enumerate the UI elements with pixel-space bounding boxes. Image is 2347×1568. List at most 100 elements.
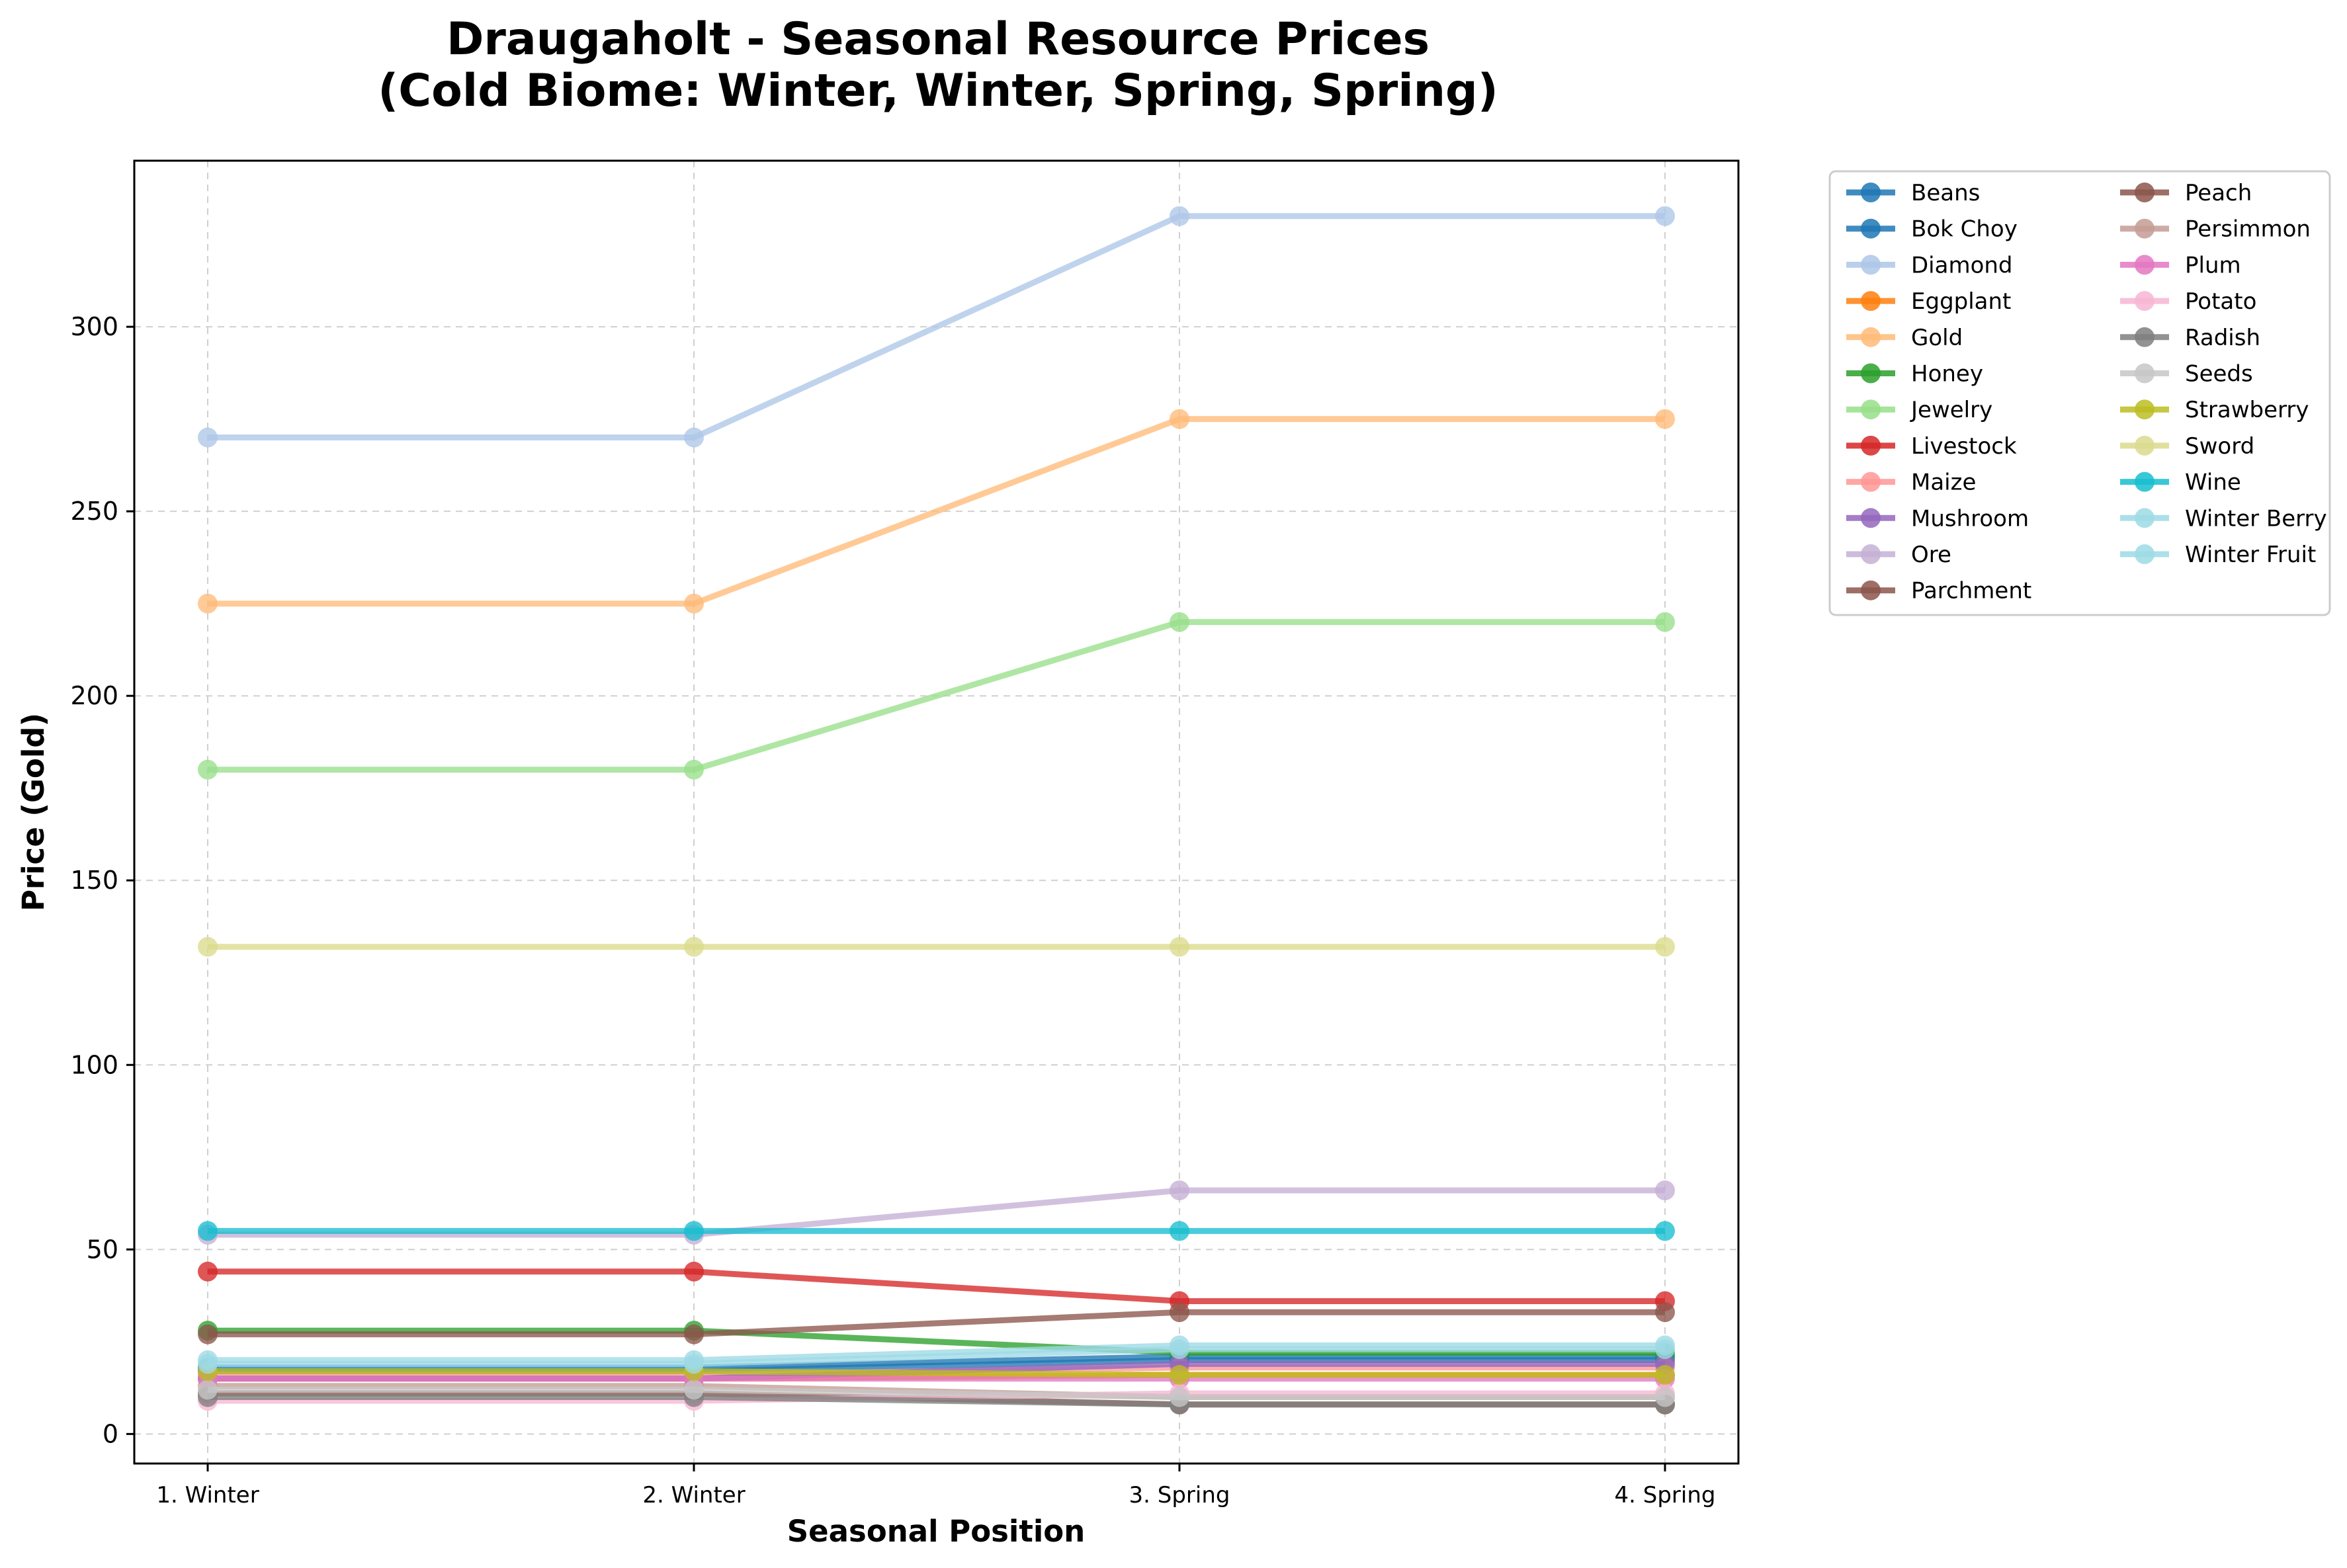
- legend-item: Eggplant: [1846, 288, 2011, 315]
- data-point: [1655, 1387, 1675, 1407]
- legend-swatch-marker: [2135, 508, 2155, 528]
- legend-item: Wine: [2120, 470, 2241, 496]
- legend-swatch-marker: [1861, 327, 1881, 347]
- data-point: [198, 936, 218, 957]
- data-point: [1170, 1365, 1189, 1385]
- y-tick-label: 0: [103, 1419, 118, 1448]
- legend-item: Bok Choy: [1846, 216, 2018, 243]
- legend-item: Seeds: [2120, 361, 2253, 388]
- data-point: [684, 936, 704, 957]
- data-point: [684, 593, 704, 614]
- series-lines: [198, 206, 1675, 1415]
- legend-swatch-marker: [1861, 255, 1881, 275]
- legend-swatch-marker: [1861, 435, 1881, 456]
- legend-label: Radish: [2185, 325, 2260, 351]
- data-point: [1655, 206, 1675, 226]
- data-point: [684, 1354, 704, 1374]
- legend-label: Honey: [1911, 361, 1983, 388]
- data-point: [1655, 612, 1675, 632]
- chart-title-line2: (Cold Biome: Winter, Winter, Spring, Spr…: [378, 65, 1498, 117]
- legend-label: Plum: [2185, 252, 2241, 278]
- legend-label: Sword: [2185, 433, 2254, 460]
- data-point: [684, 1324, 704, 1344]
- legend-swatch-marker: [2135, 255, 2155, 275]
- data-point: [1655, 1221, 1675, 1241]
- series-line: [208, 213, 1665, 441]
- series-wine: [198, 1221, 1675, 1241]
- legend-label: Mushroom: [1911, 505, 2029, 532]
- data-point: [1170, 1180, 1189, 1201]
- legend-label: Winter Fruit: [2185, 542, 2316, 568]
- series-line: [208, 1353, 1665, 1371]
- series-gold: [198, 409, 1675, 614]
- data-point: [684, 427, 704, 448]
- grid: [134, 161, 1738, 1464]
- y-tick-label: 100: [70, 1050, 118, 1079]
- legend-label: Eggplant: [1911, 288, 2011, 315]
- x-tick-label: 3. Spring: [1129, 1482, 1230, 1508]
- legend-swatch-marker: [2135, 435, 2155, 456]
- legend-item: Plum: [2120, 252, 2241, 278]
- data-point: [1170, 1387, 1189, 1407]
- legend-swatch-marker: [2135, 327, 2155, 347]
- data-point: [198, 759, 218, 780]
- series-line: [208, 1390, 1665, 1404]
- legend-item: Strawberry: [2120, 397, 2309, 423]
- data-point: [1655, 936, 1675, 957]
- y-tick-label: 50: [87, 1235, 118, 1264]
- legend-item: Parchment: [1846, 578, 2031, 604]
- series-line: [208, 1368, 1665, 1378]
- chart-title-line1: Draugaholt - Seasonal Resource Prices: [447, 13, 1430, 65]
- series-jewelry: [198, 612, 1675, 780]
- legend-label: Persimmon: [2185, 216, 2311, 243]
- data-point: [684, 1380, 704, 1400]
- legend-label: Seeds: [2185, 361, 2253, 388]
- series-line: [208, 1309, 1665, 1338]
- legend-label: Diamond: [1911, 252, 2013, 278]
- legend-swatch-marker: [1861, 363, 1881, 384]
- legend-label: Jewelry: [1910, 397, 1992, 423]
- data-point: [198, 1354, 218, 1374]
- data-point: [1655, 1339, 1675, 1359]
- legend-item: Diamond: [1846, 252, 2013, 278]
- series-line: [208, 1346, 1665, 1367]
- x-tick-label: 4. Spring: [1615, 1482, 1716, 1508]
- y-tick-label: 250: [70, 497, 118, 526]
- series-winter-fruit: [198, 1339, 1675, 1374]
- legend-swatch-marker: [2135, 472, 2155, 492]
- legend-item: Ore: [1846, 542, 1951, 568]
- data-point: [198, 593, 218, 614]
- legend-box: [1828, 170, 2331, 616]
- series-ore: [198, 1180, 1675, 1245]
- series-seeds: [198, 1380, 1675, 1407]
- legend-label: Peach: [2185, 180, 2252, 206]
- legend-label: Wine: [2185, 470, 2241, 496]
- legend-swatch-marker: [1861, 291, 1881, 311]
- data-point: [1170, 409, 1189, 429]
- legend-swatch-marker: [1861, 580, 1881, 600]
- legend-swatch-marker: [1861, 218, 1881, 239]
- legend-swatch-marker: [2135, 291, 2155, 311]
- legend: Beans Bok Choy Diamond Eggplant Gold Honey Jew…: [1828, 170, 2331, 616]
- y-tick-label: 300: [70, 312, 118, 341]
- legend-item: Radish: [2120, 325, 2260, 351]
- series-livestock: [198, 1261, 1675, 1311]
- y-axis-label: Price (Gold): [16, 713, 51, 911]
- legend-swatch-marker: [1861, 544, 1881, 564]
- series-line: [208, 1327, 1665, 1356]
- data-point: [1170, 612, 1189, 632]
- series-line: [208, 416, 1665, 607]
- data-point: [198, 1380, 218, 1400]
- y-tick-label: 200: [70, 681, 118, 710]
- legend-label: Bok Choy: [1911, 216, 2018, 243]
- data-point: [198, 1324, 218, 1344]
- data-point: [1655, 409, 1675, 429]
- series-line: [208, 1268, 1665, 1304]
- data-point: [684, 1221, 704, 1241]
- legend-label: Gold: [1911, 325, 1963, 351]
- x-tick-label: 1. Winter: [156, 1482, 259, 1508]
- legend-item: Maize: [1846, 470, 1976, 496]
- data-point: [684, 759, 704, 780]
- legend-swatch-marker: [1861, 508, 1881, 528]
